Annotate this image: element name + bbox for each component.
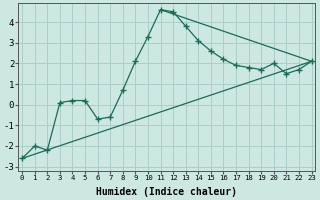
X-axis label: Humidex (Indice chaleur): Humidex (Indice chaleur) bbox=[96, 186, 237, 197]
